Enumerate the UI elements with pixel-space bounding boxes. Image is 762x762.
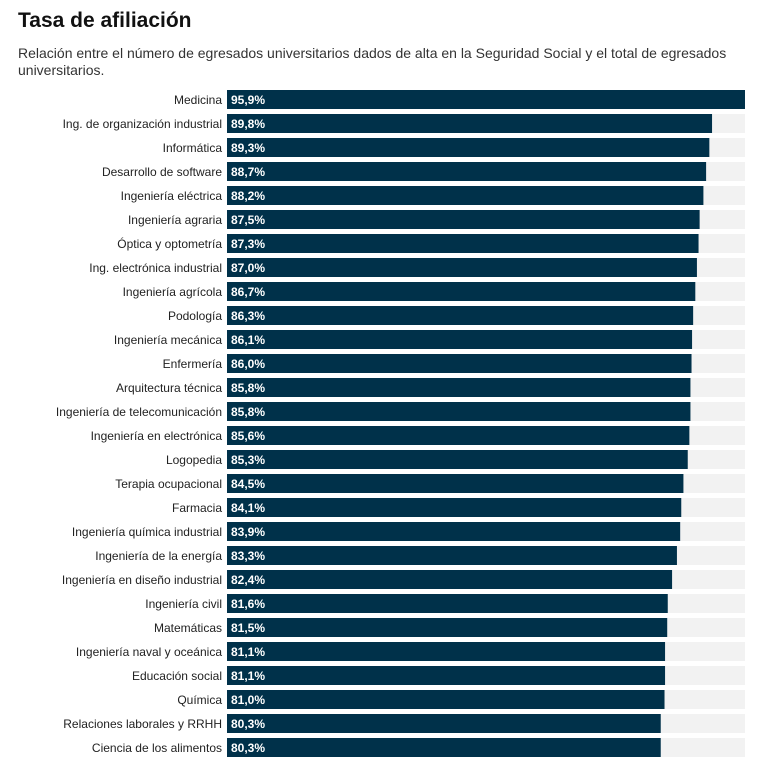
category-label: Ingeniería de la energía xyxy=(95,549,222,563)
bar xyxy=(227,378,691,397)
value-label: 95,9% xyxy=(231,93,265,107)
bar xyxy=(227,354,692,373)
value-label: 88,7% xyxy=(231,165,265,179)
value-label: 80,3% xyxy=(231,717,265,731)
value-label: 86,7% xyxy=(231,285,265,299)
category-label: Ingeniería química industrial xyxy=(72,525,222,539)
value-label: 81,5% xyxy=(231,621,265,635)
bar xyxy=(227,714,661,733)
category-label: Medicina xyxy=(174,93,222,107)
bar xyxy=(227,666,666,685)
chart-title: Tasa de afiliación xyxy=(18,9,192,32)
value-label: 85,8% xyxy=(231,405,265,419)
bar xyxy=(227,546,677,565)
bar xyxy=(227,234,699,253)
category-label: Ing. de organización industrial xyxy=(63,117,222,131)
category-label: Farmacia xyxy=(172,501,222,515)
bar xyxy=(227,330,693,349)
category-label: Ciencia de los alimentos xyxy=(92,741,222,755)
value-label: 85,6% xyxy=(231,429,265,443)
bar xyxy=(227,570,673,589)
value-label: 80,3% xyxy=(231,741,265,755)
value-label: 82,4% xyxy=(231,573,265,587)
category-label: Terapia ocupacional xyxy=(115,477,222,491)
bar xyxy=(227,138,710,157)
category-label: Enfermería xyxy=(163,357,223,371)
bar xyxy=(227,498,682,517)
bar xyxy=(227,594,668,613)
chart-subtitle: Relación entre el número de egresados un… xyxy=(18,45,727,78)
value-label: 86,1% xyxy=(231,333,265,347)
value-label: 83,9% xyxy=(231,525,265,539)
category-label: Ingeniería mecánica xyxy=(114,333,222,347)
category-label: Ingeniería en diseño industrial xyxy=(62,573,222,587)
category-label: Educación social xyxy=(132,669,222,683)
bar xyxy=(227,738,661,757)
value-label: 81,0% xyxy=(231,693,265,707)
value-label: 86,0% xyxy=(231,357,265,371)
bar xyxy=(227,450,688,469)
category-label: Óptica y optometría xyxy=(117,236,222,251)
value-label: 85,8% xyxy=(231,381,265,395)
category-label: Ingeniería de telecomunicación xyxy=(56,405,222,419)
category-label: Ingeniería en electrónica xyxy=(91,429,223,443)
bar xyxy=(227,474,684,493)
category-label: Logopedia xyxy=(166,453,222,467)
category-label: Ingeniería naval y oceánica xyxy=(76,645,222,659)
value-label: 81,6% xyxy=(231,597,265,611)
bar xyxy=(227,258,697,277)
bar xyxy=(227,522,681,541)
bar xyxy=(227,114,713,133)
bar xyxy=(227,426,690,445)
category-label: Ing. electrónica industrial xyxy=(89,261,222,275)
value-label: 87,3% xyxy=(231,237,265,251)
value-label: 88,2% xyxy=(231,189,265,203)
category-label: Informática xyxy=(163,141,223,155)
value-label: 87,0% xyxy=(231,261,265,275)
bar xyxy=(227,690,665,709)
value-label: 84,5% xyxy=(231,477,265,491)
bar xyxy=(227,90,745,109)
category-label: Matemáticas xyxy=(154,621,222,635)
category-label: Ingeniería civil xyxy=(145,597,222,611)
value-label: 86,3% xyxy=(231,309,265,323)
category-label: Relaciones laborales y RRHH xyxy=(63,717,222,731)
bar xyxy=(227,210,700,229)
category-label: Desarrollo de software xyxy=(102,165,222,179)
value-label: 89,8% xyxy=(231,117,265,131)
bar xyxy=(227,402,691,421)
value-label: 84,1% xyxy=(231,501,265,515)
category-label: Arquitectura técnica xyxy=(116,381,222,395)
bar xyxy=(227,186,704,205)
category-label: Química xyxy=(177,693,222,707)
bar xyxy=(227,642,666,661)
value-label: 81,1% xyxy=(231,669,265,683)
category-label: Ingeniería eléctrica xyxy=(121,189,223,203)
value-label: 83,3% xyxy=(231,549,265,563)
category-label: Ingeniería agrícola xyxy=(123,285,223,299)
bar xyxy=(227,306,694,325)
value-label: 89,3% xyxy=(231,141,265,155)
value-label: 85,3% xyxy=(231,453,265,467)
value-label: 81,1% xyxy=(231,645,265,659)
bar xyxy=(227,282,696,301)
value-label: 87,5% xyxy=(231,213,265,227)
category-label: Ingeniería agraria xyxy=(128,213,222,227)
category-label: Podología xyxy=(168,309,222,323)
bar xyxy=(227,162,707,181)
bar xyxy=(227,618,668,637)
